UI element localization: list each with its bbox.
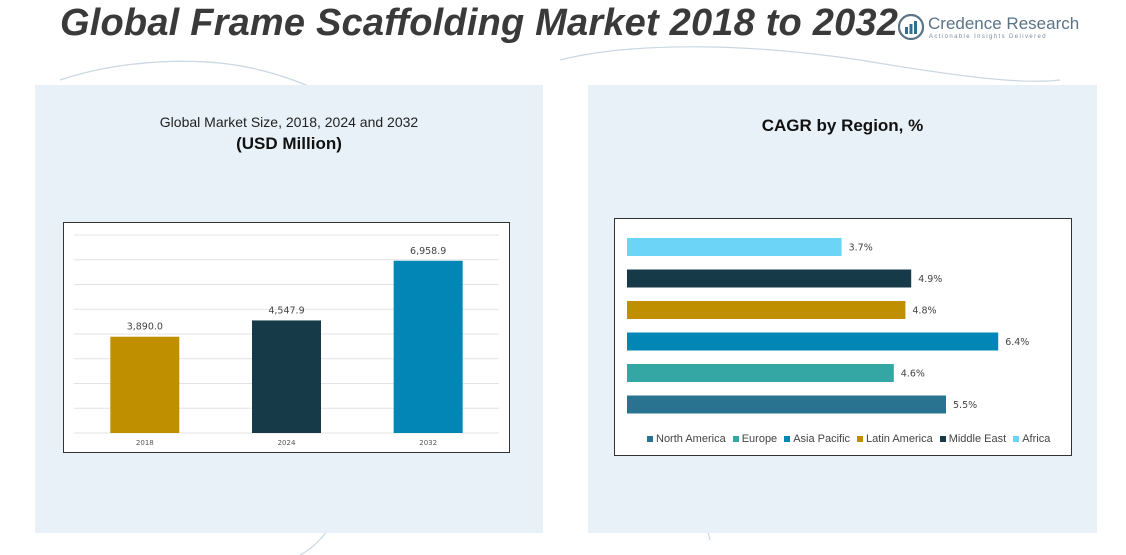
data-label: 4,547.9: [268, 305, 304, 316]
market-size-unit: (USD Million): [236, 134, 342, 153]
bar-2032: [393, 260, 463, 433]
market-size-chart-frame: 3,890.0 2018 4,547.9 2024 6,958.9 2032: [63, 222, 510, 453]
x-tick-label: 2032: [419, 439, 437, 447]
cagr-bar-chart: 5.5% 4.6% 6.4% 4.8% 4.9% 3.7%: [627, 238, 1029, 414]
data-label: 6,958.9: [410, 246, 446, 257]
credence-logo-icon: [898, 14, 924, 40]
legend-item: Africa: [1013, 433, 1050, 445]
legend-swatch: [1013, 436, 1020, 442]
brand-name: Credence Research: [928, 14, 1080, 33]
market-size-subtitle: Global Market Size, 2018, 2024 and 2032: [159, 114, 419, 130]
cagr-chart-frame: 5.5% 4.6% 6.4% 4.8% 4.9% 3.7% North America Eu…: [614, 218, 1072, 456]
bar-middle-east: [627, 269, 912, 288]
legend-label: Latin America: [866, 433, 933, 445]
legend-label: Middle East: [948, 433, 1007, 445]
x-tick-label: 2018: [136, 439, 154, 447]
legend-item: Latin America: [857, 433, 933, 445]
legend-swatch: [857, 436, 864, 442]
legend-swatch: [784, 436, 791, 442]
legend-label: Europe: [741, 433, 778, 445]
data-label: 5.5%: [953, 400, 977, 411]
data-label: 4.8%: [912, 306, 936, 317]
legend-swatch: [939, 436, 946, 442]
legend-item: North America: [647, 433, 726, 445]
bar-north-america: [627, 395, 946, 414]
bar-2018: [110, 336, 180, 433]
legend-label: Asia Pacific: [793, 433, 851, 445]
bar-asia-pacific: [627, 332, 999, 351]
bar-europe: [627, 364, 894, 382]
data-label: 4.9%: [918, 274, 942, 285]
market-size-bar-chart: 3,890.0 2018 4,547.9 2024 6,958.9 2032: [74, 234, 499, 447]
bar-latin-america: [627, 301, 906, 319]
cagr-title: CAGR by Region, %: [761, 116, 924, 135]
data-label: 3.7%: [849, 243, 873, 254]
legend-item: Asia Pacific: [784, 433, 850, 445]
data-label: 3,890.0: [127, 322, 163, 333]
bar-africa: [627, 238, 842, 256]
legend-label: Africa: [1022, 433, 1051, 445]
brand-logo: Credence Research Actionable Insights De…: [898, 12, 1098, 46]
x-tick-label: 2024: [278, 439, 296, 447]
legend-label: North America: [656, 433, 726, 445]
data-label: 6.4%: [1005, 337, 1029, 348]
bar-2024: [252, 320, 321, 433]
page-title: Global Frame Scaffolding Market 2018 to …: [60, 2, 899, 44]
legend-swatch: [647, 436, 653, 442]
legend-swatch: [732, 436, 739, 442]
cagr-legend: North America Europe Asia Pacific Latin Ame…: [647, 432, 1050, 446]
data-label: 4.6%: [901, 369, 925, 380]
legend-item: Middle East: [939, 433, 1007, 445]
brand-tagline: Actionable Insights Delivered: [929, 34, 1047, 40]
legend-item: Europe: [732, 433, 778, 445]
